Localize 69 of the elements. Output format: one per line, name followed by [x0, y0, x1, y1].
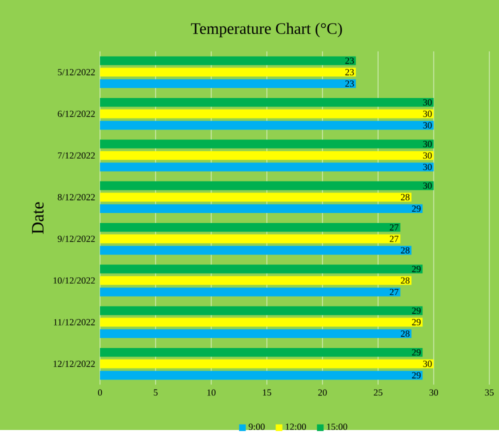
bar	[100, 68, 356, 76]
y-tick-label: 8/12/2022	[58, 194, 95, 200]
bar	[100, 109, 434, 118]
bar	[100, 79, 356, 88]
data-label: 30	[423, 152, 432, 159]
data-label: 30	[423, 360, 432, 367]
x-tick-label: 5	[154, 389, 158, 396]
data-label: 27	[390, 288, 398, 295]
data-label: 28	[400, 277, 410, 284]
bar	[100, 288, 400, 296]
data-label: 28	[400, 194, 410, 200]
bar	[100, 204, 423, 213]
chart-title: Temperature Chart (°C)	[191, 22, 342, 38]
bar	[100, 222, 400, 232]
bar	[100, 246, 412, 255]
bar	[100, 120, 434, 130]
bar	[100, 329, 412, 338]
data-label: 23	[345, 80, 354, 87]
bar	[100, 192, 412, 202]
legend-label: 15:00	[327, 424, 348, 430]
data-label: 29	[412, 205, 421, 212]
data-label: 30	[423, 164, 432, 170]
y-tick-label: 7/12/2022	[58, 152, 95, 159]
x-tick-label: 15	[263, 389, 272, 396]
bar	[100, 56, 356, 66]
bar	[100, 276, 412, 285]
bar	[100, 359, 434, 368]
bar	[100, 264, 423, 274]
y-tick-label: 11/12/2022	[54, 318, 95, 326]
data-label: 23	[345, 58, 354, 64]
y-tick-label: 10/12/2022	[54, 277, 95, 284]
data-label: 29	[412, 372, 421, 378]
data-label: 29	[412, 349, 421, 356]
data-label: 30	[423, 99, 432, 106]
bar	[100, 162, 434, 172]
data-label: 27	[390, 236, 398, 242]
x-tick-label: 10	[207, 389, 216, 396]
y-tick-label: 12/12/2022	[54, 360, 95, 367]
data-label: 28	[400, 247, 410, 254]
bar	[100, 151, 434, 160]
x-tick-label: 25	[374, 389, 382, 396]
bar	[100, 348, 423, 357]
data-label: 27	[390, 224, 398, 230]
bar	[100, 306, 423, 316]
data-label: 30	[423, 110, 432, 117]
bar	[100, 234, 400, 244]
data-label: 28	[400, 330, 410, 337]
data-label: 29	[412, 266, 421, 272]
data-label: 23	[345, 68, 354, 76]
x-tick-label: 20	[318, 389, 327, 396]
bar	[100, 181, 434, 190]
bar	[100, 370, 423, 380]
bar	[100, 98, 434, 107]
data-label: 30	[423, 182, 432, 189]
y-tick-label: 5/12/2022	[58, 68, 95, 76]
bar	[100, 318, 423, 327]
y-tick-label: 6/12/2022	[58, 110, 95, 117]
data-label: 30	[423, 122, 432, 128]
legend-label: 12:00	[286, 424, 306, 430]
x-tick-label: 30	[429, 389, 438, 396]
y-axis-title: Date	[32, 202, 44, 234]
bar	[100, 140, 434, 148]
data-label: 29	[412, 308, 421, 314]
data-label: 29	[412, 318, 421, 326]
x-tick-label: 0	[98, 389, 102, 396]
y-tick-label: 9/12/2022	[58, 236, 95, 242]
data-label: 30	[423, 140, 432, 148]
x-tick-label: 35	[485, 389, 494, 396]
legend-label: 9:00	[248, 424, 265, 430]
